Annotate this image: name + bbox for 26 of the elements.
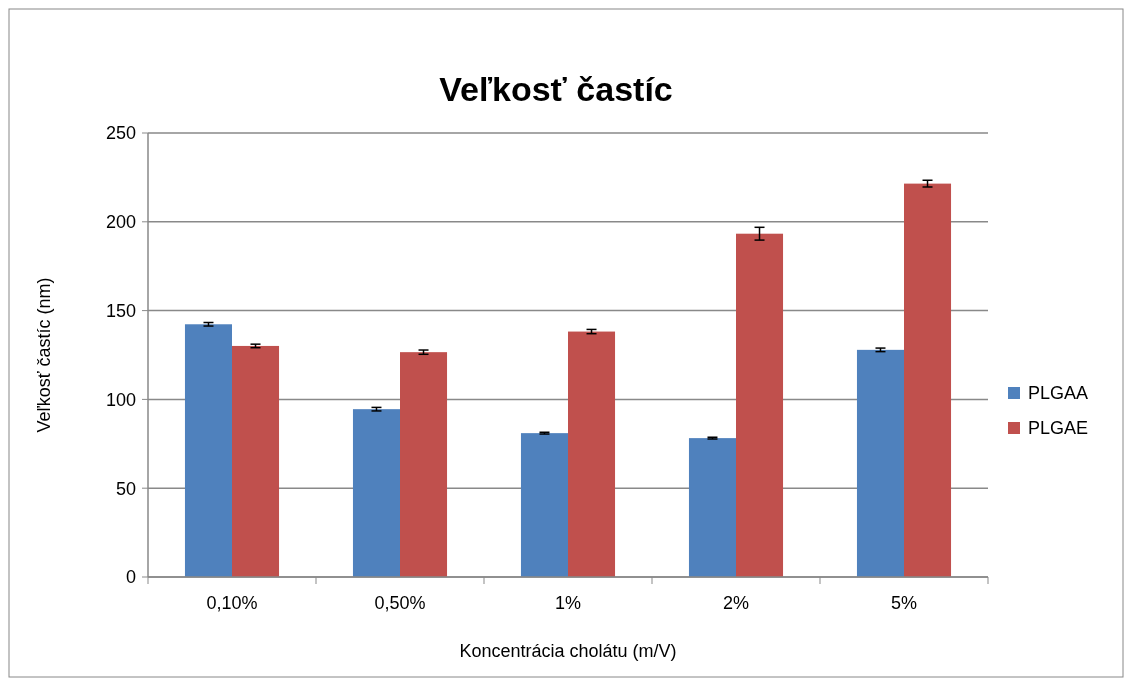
bar [904, 183, 952, 577]
bar [520, 433, 568, 577]
x-axis-title: Koncentrácia cholátu (m/V) [459, 641, 677, 661]
x-tick-label: 0,50% [374, 593, 426, 613]
y-tick-label: 50 [115, 478, 136, 499]
y-tick-label: 200 [105, 212, 136, 233]
y-axis-title: Veľkosť častíc (nm) [34, 277, 54, 433]
legend-label: PLGAA [1028, 383, 1089, 404]
bar [352, 409, 400, 577]
bar [400, 352, 448, 577]
y-tick-label: 100 [105, 389, 136, 410]
chart-title: Veľkosť častíc [439, 70, 673, 108]
bar [688, 438, 736, 577]
y-tick-label: 250 [105, 123, 136, 144]
x-tick-label: 0,10% [206, 593, 258, 613]
y-tick-label: 0 [125, 567, 136, 588]
bar [568, 331, 616, 577]
bar [184, 324, 232, 577]
x-tick-label: 2% [722, 593, 750, 613]
bar [736, 233, 784, 577]
x-tick-label: 1% [554, 593, 582, 613]
y-tick-label: 150 [105, 300, 136, 321]
bar [856, 349, 904, 577]
legend-label: PLGAE [1028, 418, 1089, 439]
bar [232, 345, 280, 577]
x-tick-label: 5% [890, 593, 918, 613]
